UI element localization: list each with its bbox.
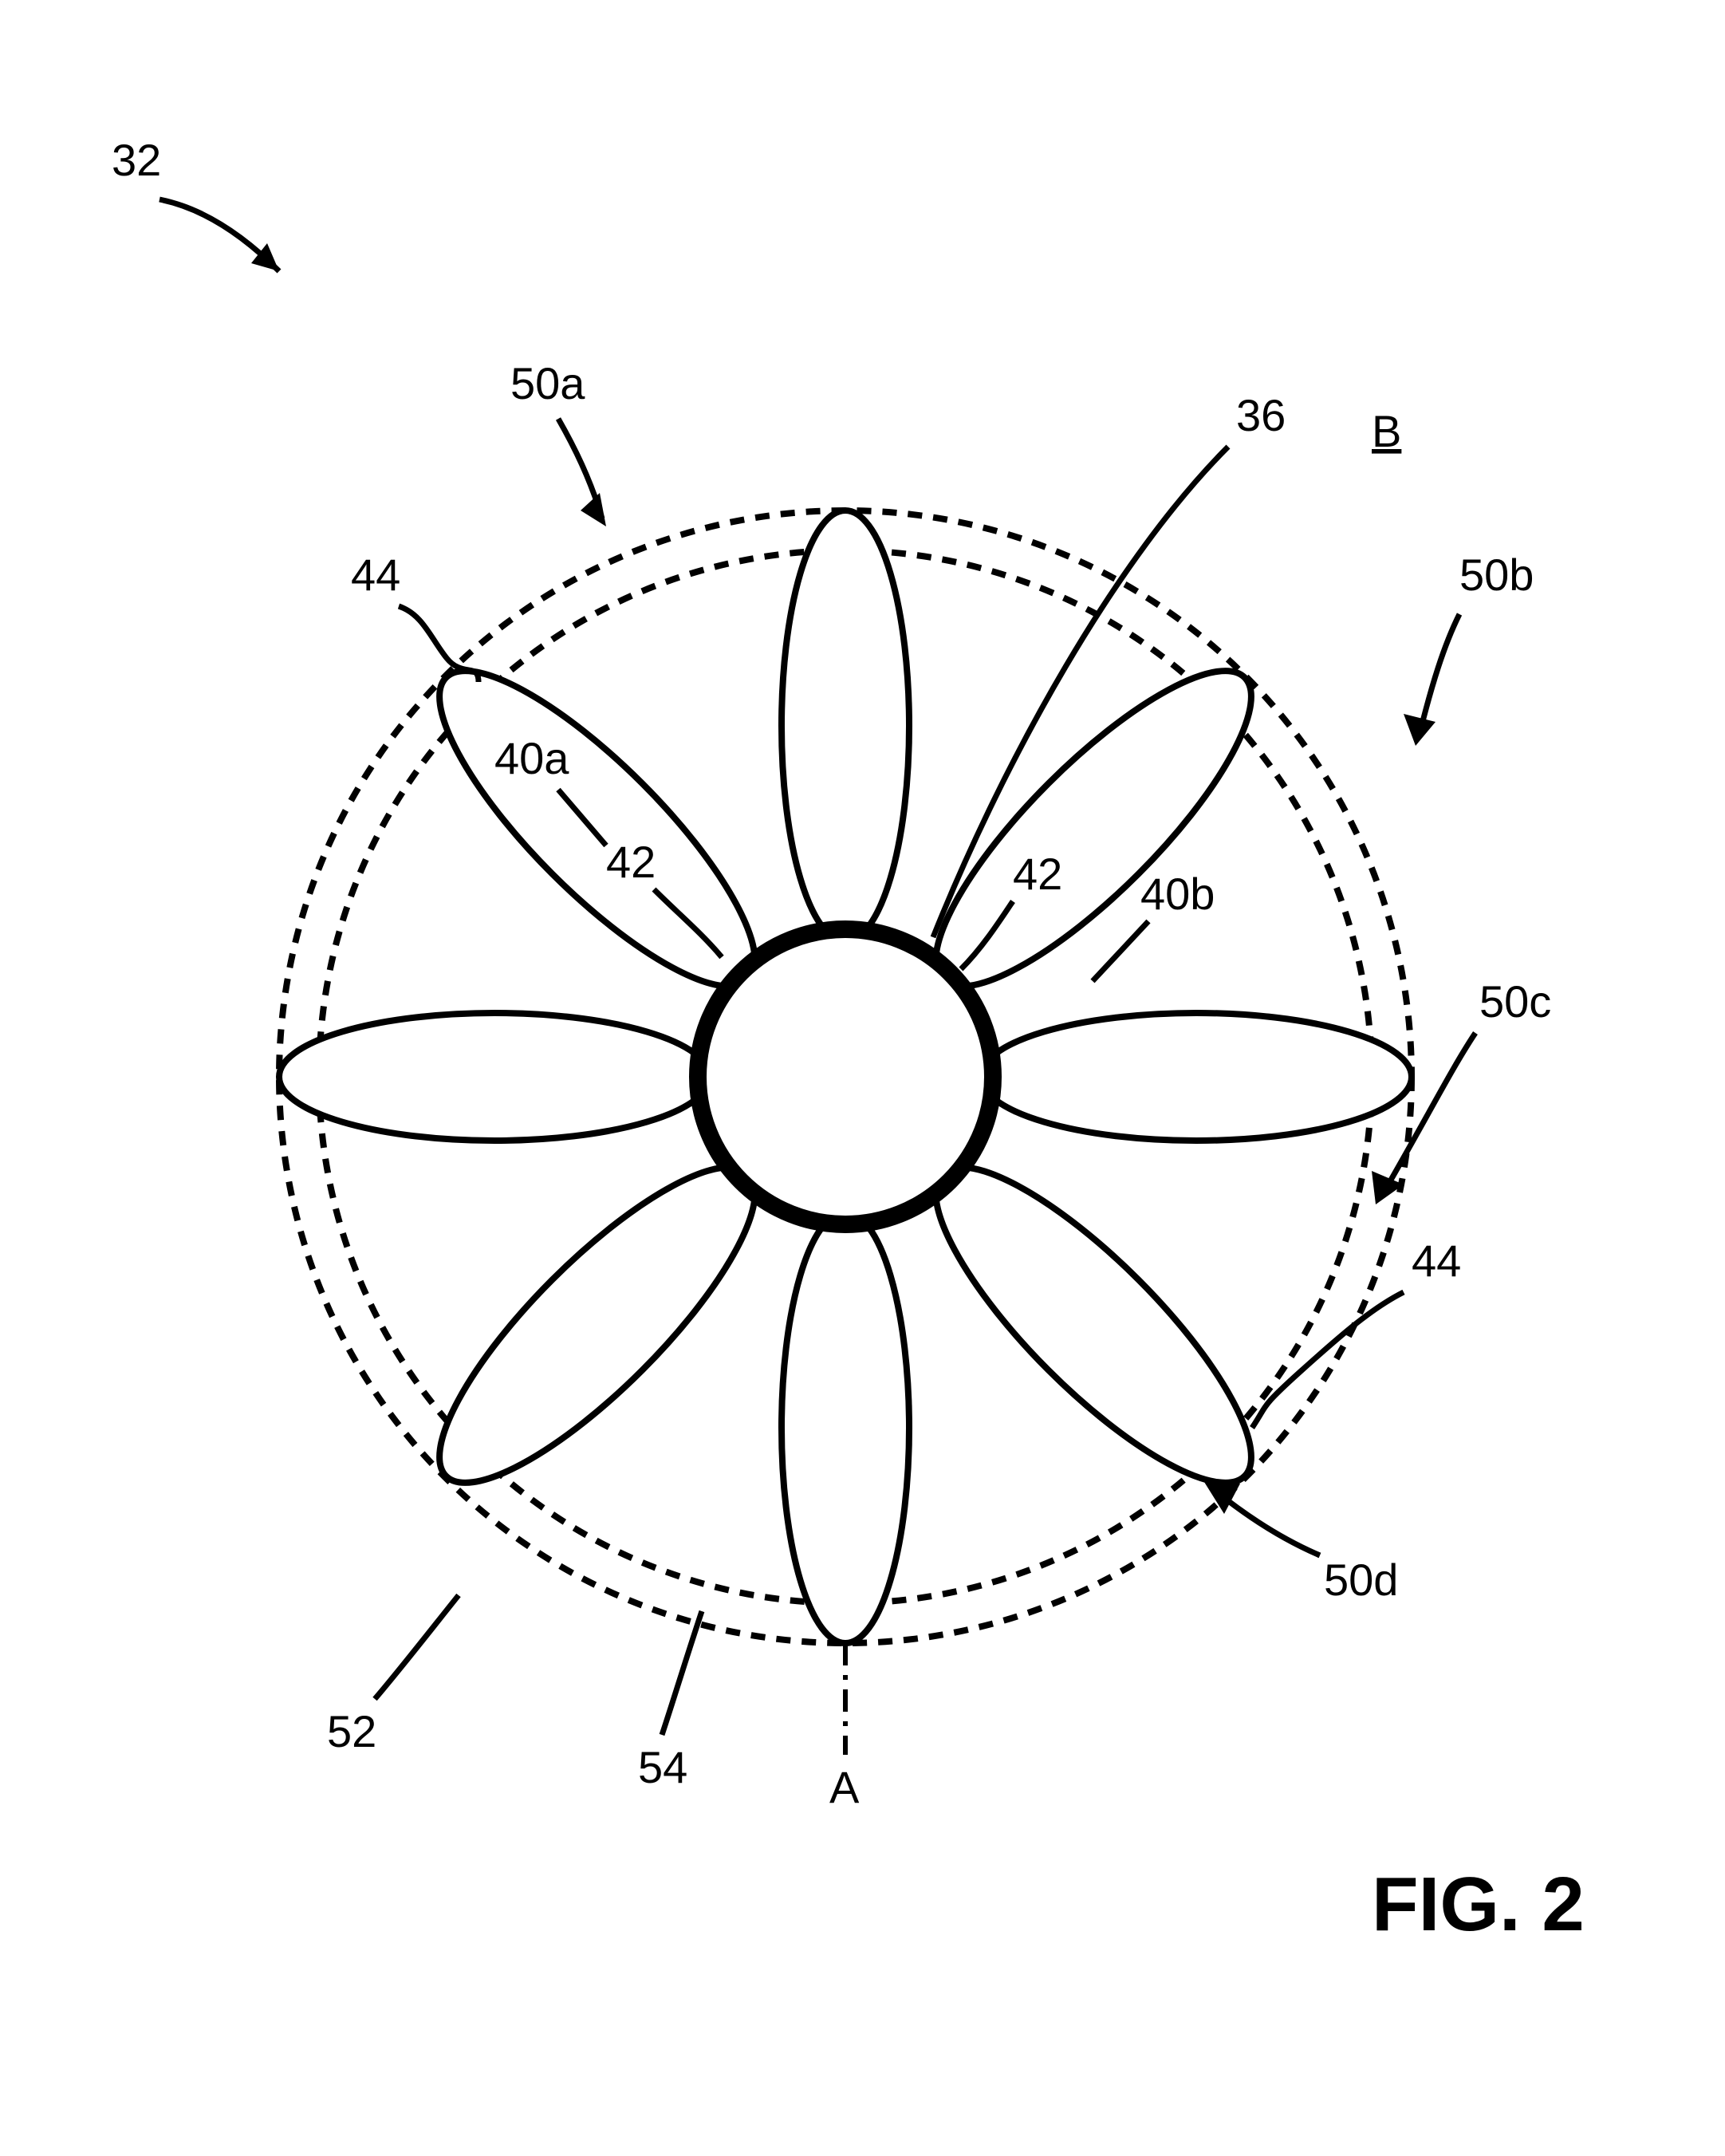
arrow-50b — [1404, 714, 1436, 746]
leader-50b — [1420, 614, 1459, 734]
label-B: B — [1372, 406, 1401, 456]
label-50c: 50c — [1479, 976, 1551, 1027]
leader-44-left — [399, 606, 479, 682]
label-50d: 50d — [1324, 1555, 1398, 1605]
label-44-right: 44 — [1412, 1236, 1461, 1286]
label-52: 52 — [327, 1706, 376, 1756]
leader-52 — [375, 1595, 459, 1699]
leader-54 — [662, 1611, 702, 1735]
label-50b: 50b — [1459, 550, 1534, 600]
label-50a: 50a — [510, 358, 585, 408]
label-44-left: 44 — [351, 550, 400, 600]
hub-circle — [698, 929, 993, 1224]
label-54: 54 — [638, 1742, 687, 1792]
label-42-left: 42 — [606, 837, 656, 887]
label-36: 36 — [1236, 390, 1286, 440]
label-42-right: 42 — [1013, 849, 1062, 899]
leader-50d — [1216, 1492, 1320, 1555]
patent-figure: 32 50a 36 B 50b 50c 50d 44 44 40a 40b 42… — [0, 0, 1725, 2156]
figure-title: FIG. 2 — [1372, 1862, 1585, 1947]
leader-44-right — [1252, 1292, 1404, 1428]
label-40a: 40a — [494, 733, 569, 783]
label-40b: 40b — [1140, 869, 1215, 919]
label-32: 32 — [112, 135, 161, 185]
arrow-50c — [1372, 1171, 1404, 1204]
label-A: A — [829, 1762, 860, 1812]
leader-40b — [1093, 921, 1148, 981]
